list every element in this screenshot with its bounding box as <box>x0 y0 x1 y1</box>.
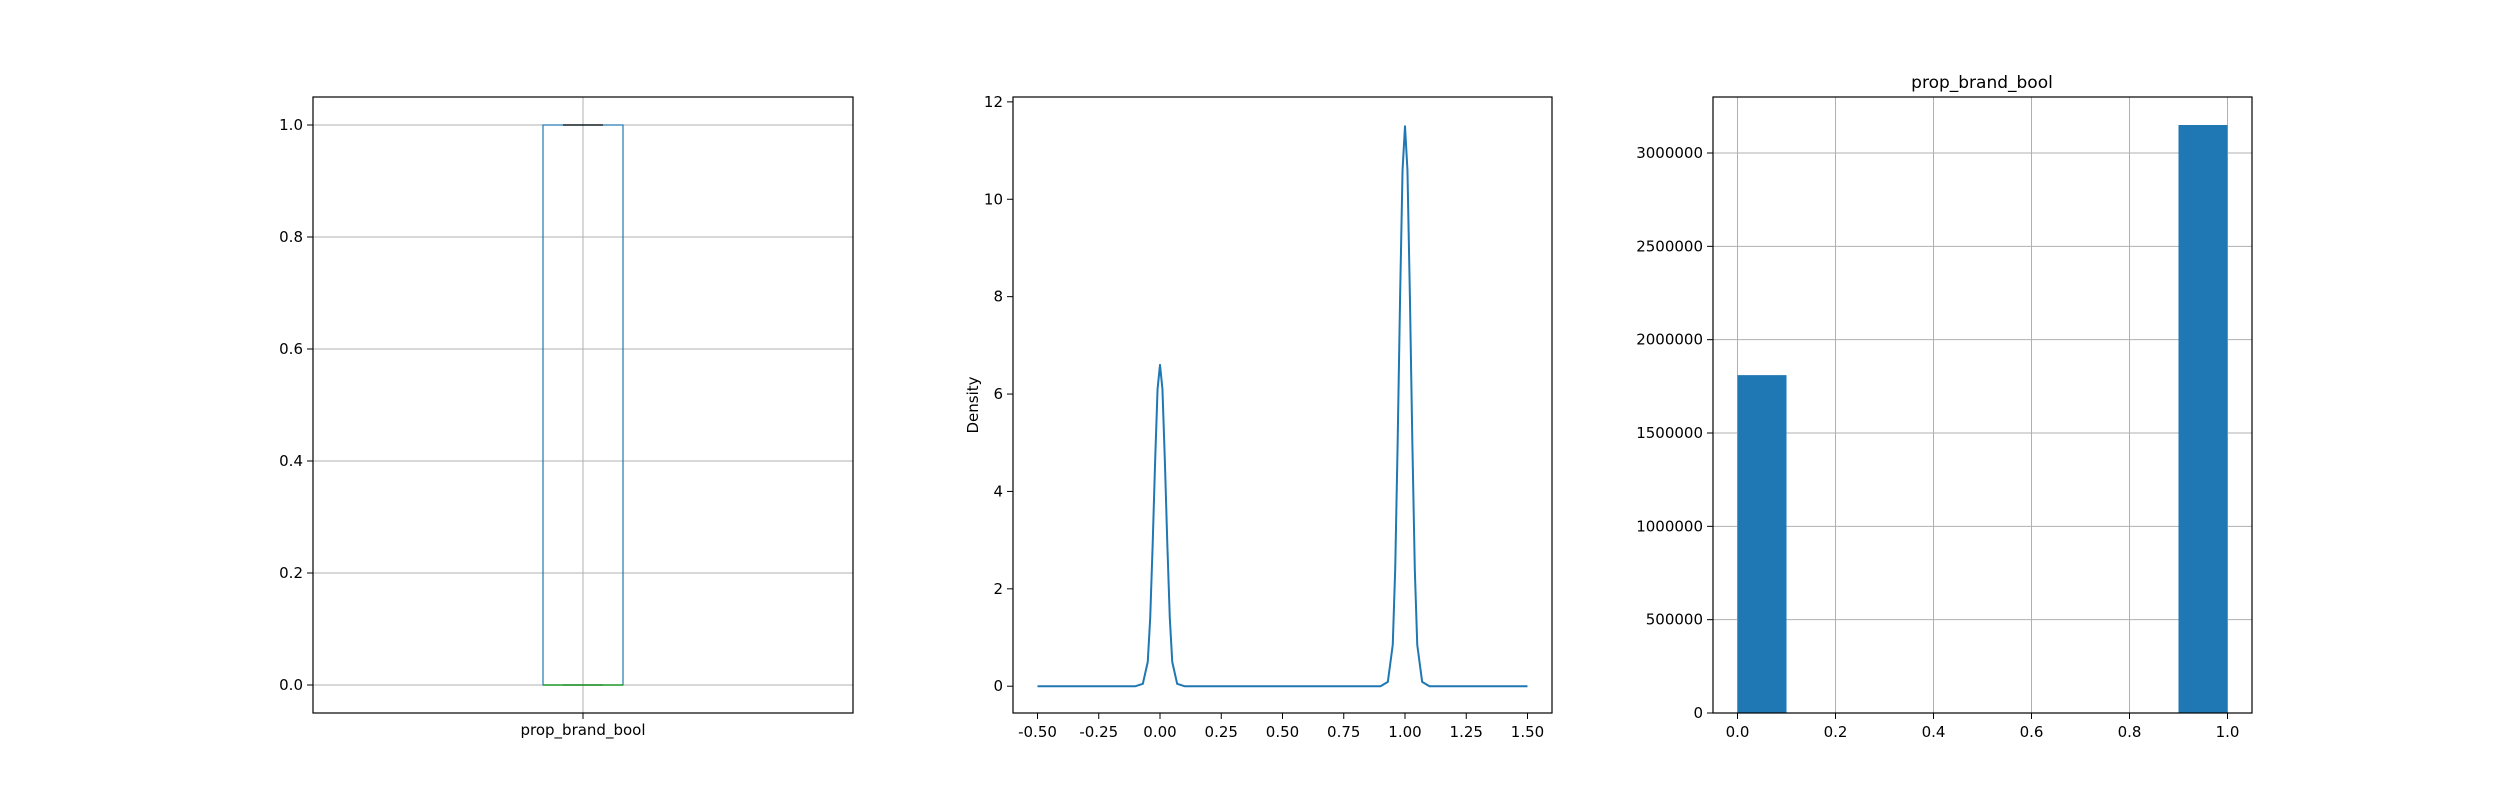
boxplot-ytick-label: 0.8 <box>279 228 303 246</box>
boxplot-ytick-label: 0.6 <box>279 340 303 358</box>
histogram-ytick-label: 2000000 <box>1636 331 1703 349</box>
histogram-xtick-label: 0.0 <box>1726 723 1750 741</box>
boxplot-ytick-label: 0.4 <box>279 452 303 470</box>
histogram-xtick-label: 0.8 <box>2118 723 2142 741</box>
histogram-xtick-label: 0.2 <box>1824 723 1848 741</box>
boxplot-category-label: prop_brand_bool <box>520 721 645 740</box>
density-xtick-label: 0.25 <box>1205 723 1238 741</box>
boxplot-ytick-label: 1.0 <box>279 116 303 134</box>
boxplot-ytick-label: 0.2 <box>279 564 303 582</box>
histogram-title: prop_brand_bool <box>1911 73 2053 93</box>
density-xtick-label: 0.75 <box>1327 723 1360 741</box>
histogram-frame <box>1712 96 2253 714</box>
density-ytick-label: 0 <box>993 677 1003 695</box>
density-ytick-label: 8 <box>993 288 1003 306</box>
density-xtick-label: 0.50 <box>1266 723 1299 741</box>
histogram-bar <box>2178 125 2228 713</box>
histogram-ytick-label: 0 <box>1693 704 1703 722</box>
density-xtick-label: 1.50 <box>1511 723 1544 741</box>
density-ytick-label: 10 <box>984 190 1003 208</box>
histogram-xtick-label: 1.0 <box>2216 723 2240 741</box>
histogram-panel: 0.0 0.2 0.4 0.6 0.8 1.0 0 500000 1000000 1500000 2… <box>1636 73 2253 741</box>
histogram-xtick-label: 0.4 <box>1922 723 1946 741</box>
density-panel: -0.50 -0.25 0.00 0.25 0.50 0.75 1.00 1.25 1.50 0 2… <box>964 93 1553 741</box>
density-xtick-label: -0.25 <box>1079 723 1118 741</box>
boxplot-panel: 0.0 0.2 0.4 0.6 0.8 1.0 prop_brand_bool <box>279 96 854 740</box>
density-curve <box>1037 125 1528 688</box>
boxplot-ytick-label: 0.0 <box>279 676 303 694</box>
density-ylabel: Density <box>964 376 982 433</box>
histogram-plot-area <box>1713 97 2252 713</box>
histogram-ytick-label: 1000000 <box>1636 517 1703 535</box>
density-ytick-label: 4 <box>993 482 1003 500</box>
density-xtick-label: 1.00 <box>1388 723 1421 741</box>
density-xtick-label: 1.25 <box>1450 723 1483 741</box>
density-xtick-label: -0.50 <box>1018 723 1057 741</box>
histogram-ytick-label: 1500000 <box>1636 424 1703 442</box>
density-ytick-label: 2 <box>993 580 1003 598</box>
density-xtick-label: 0.00 <box>1143 723 1176 741</box>
histogram-ytick-label: 3000000 <box>1636 144 1703 162</box>
histogram-ytick-label: 500000 <box>1646 611 1703 629</box>
histogram-bar <box>1737 375 1787 713</box>
density-ytick-label: 12 <box>984 93 1003 111</box>
histogram-ytick-label: 2500000 <box>1636 237 1703 255</box>
density-plot-area <box>1013 97 1552 713</box>
histogram-xtick-label: 0.6 <box>2020 723 2044 741</box>
density-ytick-label: 6 <box>993 385 1003 403</box>
